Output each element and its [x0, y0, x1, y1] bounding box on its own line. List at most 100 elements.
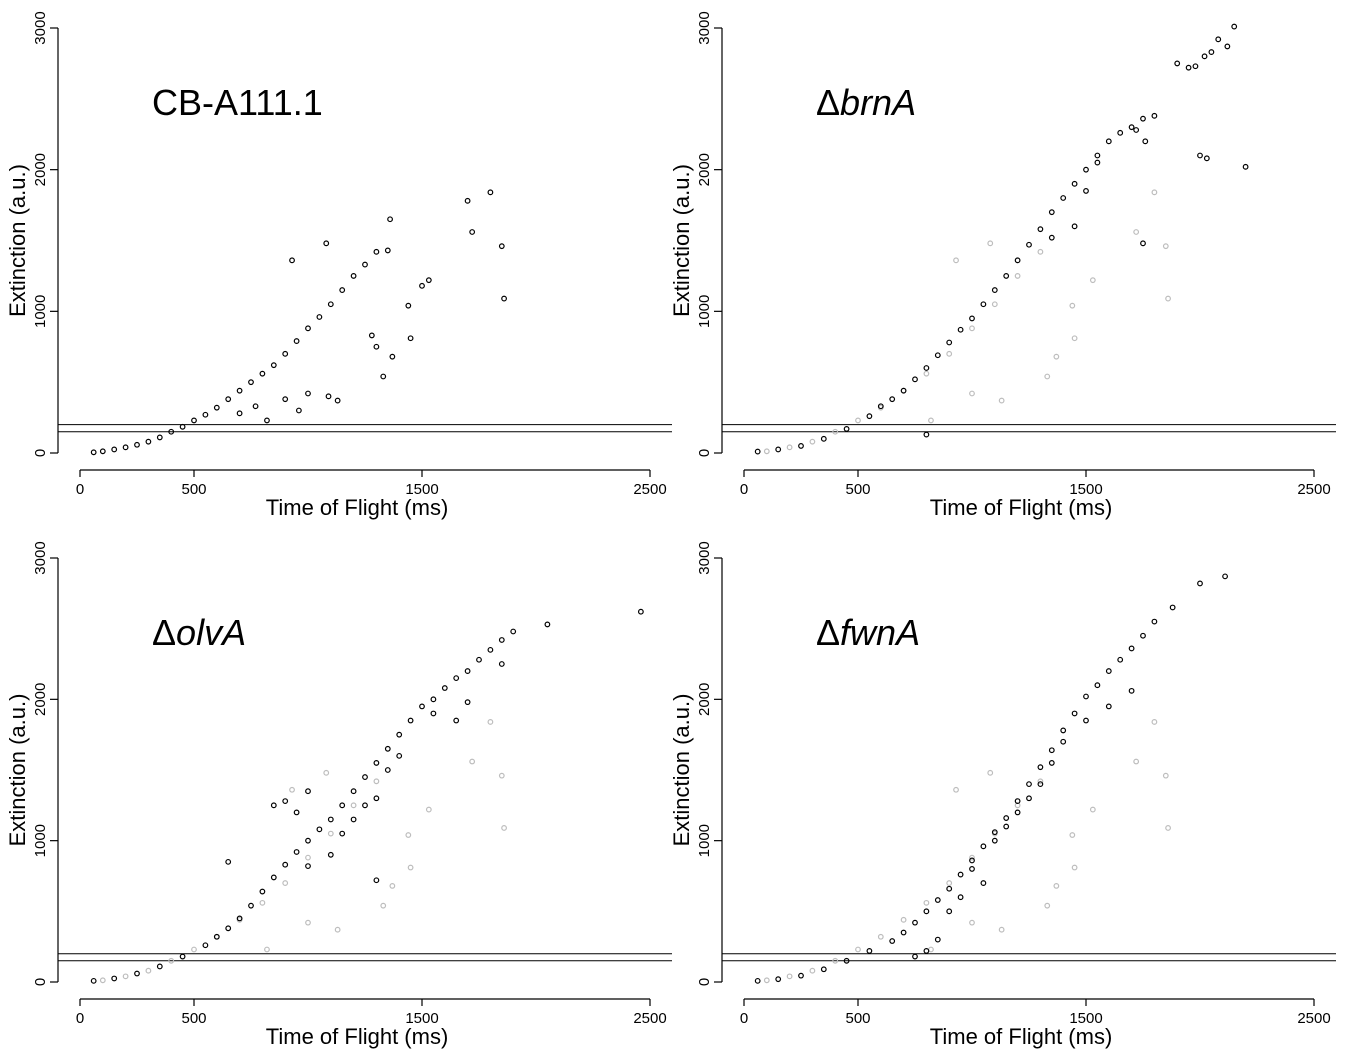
data-point — [380, 373, 387, 380]
data-point — [1197, 580, 1203, 587]
data-point — [464, 668, 471, 674]
data-point — [305, 325, 311, 332]
data-point — [912, 953, 918, 960]
data-point — [1128, 687, 1135, 694]
data-point — [510, 628, 517, 635]
reference-point — [1162, 772, 1169, 779]
data-point — [1003, 815, 1010, 821]
reference-point — [1165, 295, 1171, 302]
reference-point — [1069, 832, 1076, 838]
x-tick-label: 500 — [181, 1010, 206, 1027]
data-point — [362, 802, 368, 809]
data-point — [339, 287, 346, 293]
reference-point — [809, 438, 816, 445]
panel-title: ΔolvA — [152, 612, 246, 653]
data-point — [111, 975, 118, 982]
reference-point — [305, 854, 311, 861]
data-point — [1231, 23, 1238, 30]
data-point — [339, 830, 346, 837]
reference-point — [1162, 243, 1169, 250]
data-point — [1048, 209, 1055, 216]
data-point — [1071, 180, 1078, 187]
data-point — [1083, 188, 1089, 194]
data-point — [134, 441, 140, 448]
y-tick-label: 3000 — [32, 541, 49, 574]
data-point — [389, 353, 396, 360]
panel-title: CB-A111.1 — [152, 82, 323, 123]
reference-point — [99, 977, 106, 984]
y-tick-label: 1000 — [696, 824, 713, 857]
y-tick-label: 2000 — [32, 153, 49, 186]
data-point — [464, 197, 471, 204]
data-point — [980, 843, 987, 850]
data-point — [1192, 63, 1199, 70]
data-point — [305, 390, 311, 397]
data-point — [1060, 738, 1067, 745]
panel-title: ΔbrnA — [816, 82, 916, 123]
data-point — [179, 953, 186, 960]
reference-point — [407, 864, 414, 871]
data-point — [259, 370, 266, 377]
data-point — [248, 379, 254, 386]
data-point — [1151, 112, 1158, 119]
data-point — [289, 257, 295, 264]
data-point — [99, 448, 106, 455]
data-point — [1048, 760, 1055, 766]
data-point — [798, 443, 804, 449]
data-point — [305, 788, 311, 795]
data-point — [339, 802, 346, 809]
data-point — [236, 387, 243, 394]
reference-point — [1044, 902, 1051, 909]
x-tick-label: 2500 — [1297, 481, 1330, 498]
data-point — [305, 837, 311, 844]
data-point — [179, 423, 186, 430]
data-point — [316, 314, 323, 320]
x-tick-label: 2500 — [633, 1010, 666, 1027]
data-point — [270, 802, 277, 809]
data-point — [282, 350, 289, 357]
data-point — [501, 295, 507, 302]
x-axis-title: Time of Flight (ms) — [266, 495, 449, 520]
data-point — [373, 343, 380, 350]
data-point — [396, 731, 403, 738]
data-point — [1133, 127, 1140, 133]
reference-point — [809, 967, 816, 974]
data-point — [1083, 166, 1089, 173]
data-point — [980, 301, 987, 308]
reference-point — [832, 428, 839, 435]
x-tick-label: 2500 — [633, 481, 666, 498]
data-point — [1071, 710, 1078, 717]
data-point — [407, 717, 414, 724]
y-axis-title: Extinction (a.u.) — [669, 694, 694, 847]
data-point — [407, 335, 414, 342]
reference-point — [855, 946, 861, 953]
data-point — [464, 699, 471, 706]
panel-title-gene: brnA — [840, 82, 916, 123]
reference-point — [953, 257, 959, 264]
reference-point — [987, 769, 994, 776]
data-point — [957, 326, 964, 333]
data-point — [498, 243, 505, 250]
reference-point — [786, 444, 793, 451]
data-point — [293, 849, 300, 855]
data-point — [396, 752, 403, 759]
data-point — [282, 798, 289, 804]
reference-point — [389, 882, 396, 889]
x-tick-label: 500 — [845, 1010, 870, 1027]
reference-point — [405, 832, 412, 838]
data-point — [213, 404, 220, 411]
data-point — [425, 277, 432, 284]
y-tick-label: 2000 — [696, 683, 713, 716]
data-point — [1174, 60, 1181, 67]
y-tick-label: 3000 — [696, 11, 713, 44]
data-point — [1105, 138, 1112, 145]
reference-point — [498, 772, 505, 779]
data-point — [889, 938, 896, 944]
data-point — [1060, 195, 1067, 201]
data-point — [980, 880, 987, 886]
reference-point — [763, 448, 770, 455]
data-point — [469, 229, 476, 235]
reference-point — [487, 719, 494, 725]
y-axis-title: Extinction (a.u.) — [5, 164, 30, 317]
data-point — [1026, 795, 1032, 802]
